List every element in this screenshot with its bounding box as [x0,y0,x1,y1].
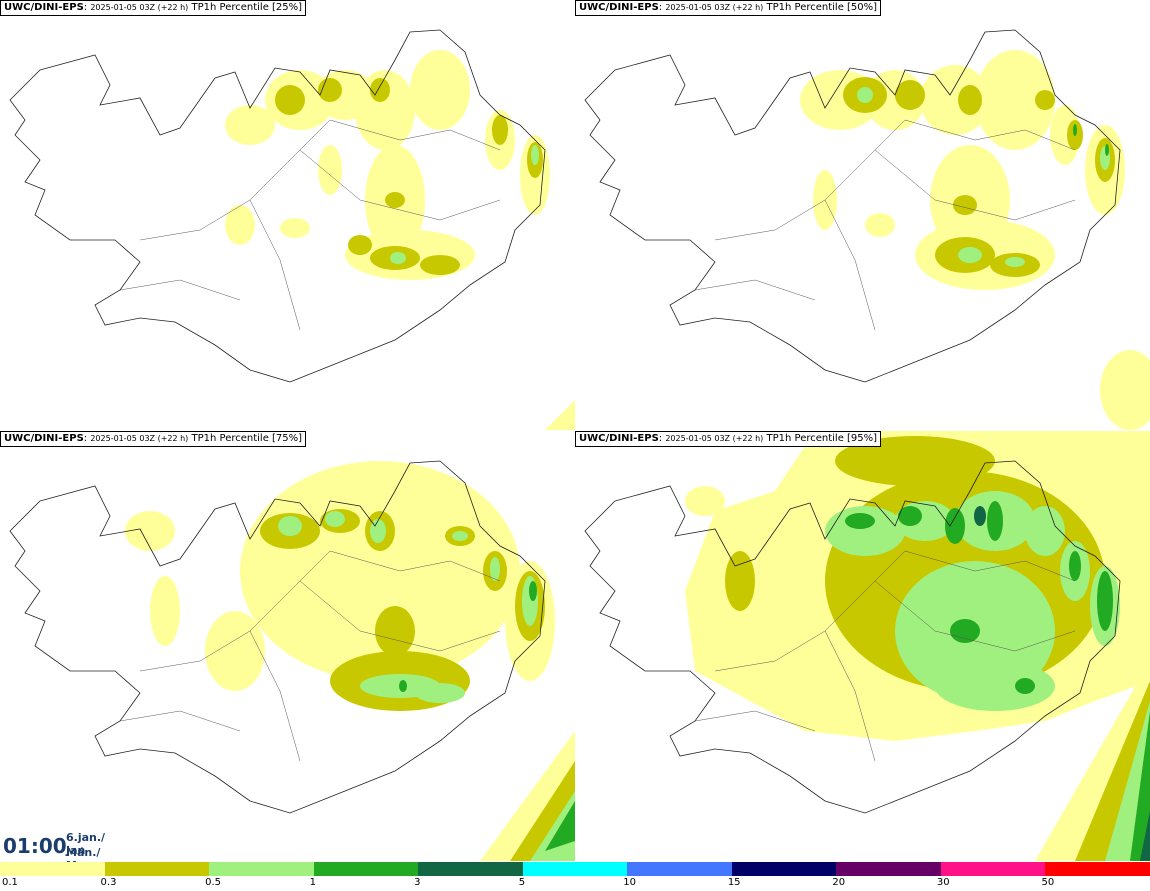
colorbar-label: 10 [623,877,636,888]
precip-medium [275,78,543,275]
precip-heavy [845,501,1150,861]
panel-title: UWC/DINI-EPS: 2025-01-05 03Z (+22 h) TP1… [0,0,307,16]
precip-map-p95 [584,431,1150,861]
region-borders [119,550,501,762]
colorbar-label: 5 [518,877,526,888]
precip-map-p25 [9,29,575,430]
valid-time-box: 01:00 6.jan./ Jan Mán./ Mon [0,828,128,872]
colorbar-label: 30 [936,877,950,888]
colorbar-segment [104,862,210,876]
map-panel-p25: UWC/DINI-EPS: 2025-01-05 03Z (+22 h) TP1… [0,0,575,430]
panel-title: UWC/DINI-EPS: 2025-01-05 03Z (+22 h) TP1… [0,431,307,447]
valid-date-line1: 6.jan./ Jan [66,831,106,857]
colorbar-segment [627,862,732,876]
map-panel-p75: UWC/DINI-EPS: 2025-01-05 03Z (+22 h) TP1… [0,431,575,861]
colorbar [0,862,1150,876]
colorbar-label: 15 [727,877,741,888]
colorbar-segment [0,862,105,876]
precip-moderate [390,145,539,264]
region-borders [694,119,1076,331]
colorbar-segment [1045,862,1150,876]
precip-map-p50 [584,29,1150,430]
valid-time: 01:00 [3,834,67,858]
panel-title: UWC/DINI-EPS: 2025-01-05 03Z (+22 h) TP1… [575,0,882,16]
colorbar-segment [522,862,628,876]
colorbar-label: 1 [309,877,316,888]
precip-map-p75 [9,460,575,861]
colorbar-segment [209,862,314,876]
precip-very-heavy [974,506,1150,861]
precip-heavy [1073,124,1109,156]
precip-heavy [399,581,575,851]
colorbar-label: 3 [414,877,421,888]
colorbar-segment [731,862,837,876]
precip-moderate [857,87,1110,267]
panel-title: UWC/DINI-EPS: 2025-01-05 03Z (+22 h) TP1… [575,431,882,447]
colorbar-segment [940,862,1046,876]
colorbar-label: 50 [1041,877,1055,888]
colorbar-segment [836,862,941,876]
map-panel-p95: UWC/DINI-EPS: 2025-01-05 03Z (+22 h) TP1… [575,431,1150,861]
colorbar-label: 20 [832,877,846,888]
colorbar-labels: 0.1 0.3 0.5 1 3 5 10 15 20 30 50 [0,877,1150,891]
colorbar-segment [313,862,419,876]
colorbar-label: 0.5 [205,877,221,888]
region-borders [694,550,1076,762]
colorbar-label: 0.3 [100,877,117,888]
map-panel-p50: UWC/DINI-EPS: 2025-01-05 03Z (+22 h) TP1… [575,0,1150,430]
region-borders [119,119,501,331]
precip-southeast [545,400,575,430]
colorbar-label: 0.1 [2,877,18,888]
colorbar-segment [418,862,523,876]
